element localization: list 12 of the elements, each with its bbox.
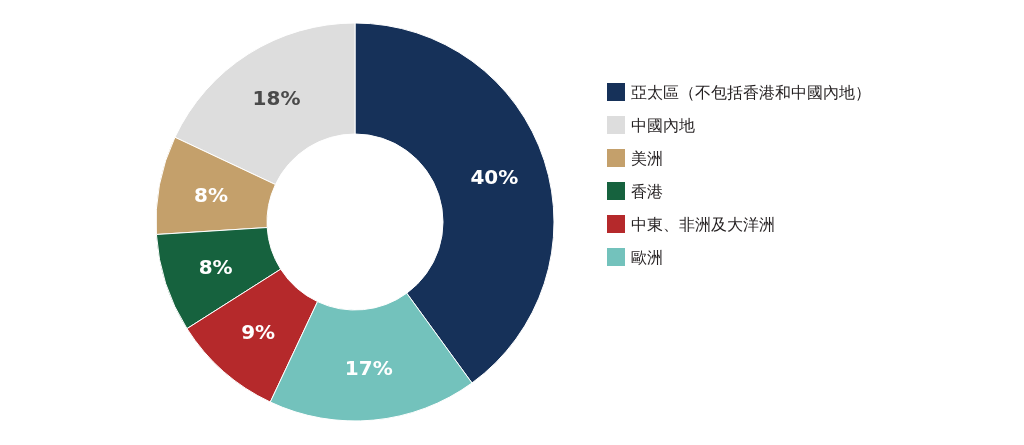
data-label: 8%: [198, 255, 233, 280]
data-label: 8%: [194, 182, 229, 207]
data-label: 17%: [344, 355, 393, 380]
legend-label: 歐洲: [631, 247, 663, 267]
data-label: 18%: [252, 86, 301, 111]
legend-label: 香港: [631, 181, 663, 201]
legend-label: 亞太區（不包括香港和中國內地）: [631, 82, 871, 102]
data-label: 9%: [241, 319, 276, 344]
data-label: 40%: [470, 164, 519, 189]
legend-label: 美洲: [631, 148, 663, 168]
legend-label: 中國內地: [631, 115, 695, 135]
legend-label: 中東、非洲及大洋洲: [631, 214, 775, 234]
